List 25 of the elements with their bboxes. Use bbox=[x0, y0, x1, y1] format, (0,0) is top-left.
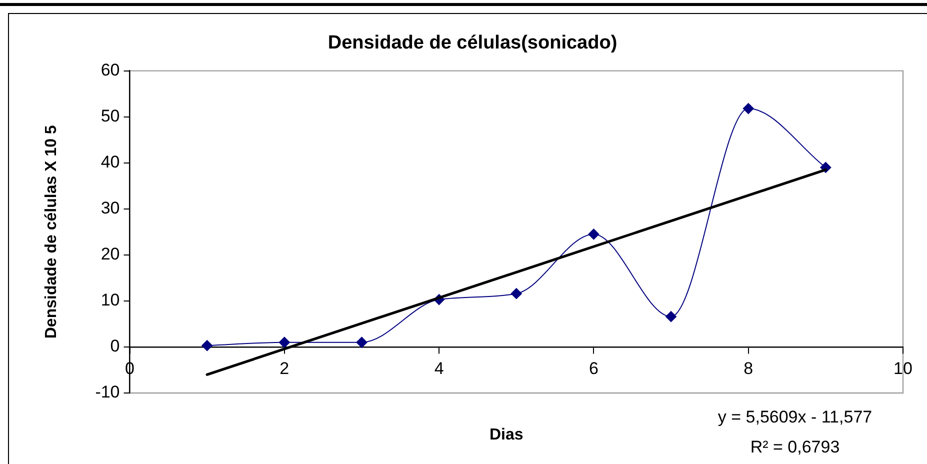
text: y = 5,5609x - 11,577 bbox=[718, 408, 872, 427]
point bbox=[666, 311, 677, 322]
point bbox=[202, 340, 213, 352]
y-tick-label: -10 bbox=[95, 382, 120, 402]
point bbox=[356, 336, 368, 348]
x-tick-label: 6 bbox=[588, 358, 598, 378]
point bbox=[510, 288, 522, 300]
y-tick-label: 0 bbox=[110, 336, 120, 356]
point bbox=[742, 103, 754, 114]
y-tick-label: 50 bbox=[100, 106, 120, 126]
y-axis-title: Densidade de células X 10 5 bbox=[43, 125, 60, 339]
text: R² = 0,6793 bbox=[750, 438, 840, 457]
x-tick-label: 4 bbox=[434, 358, 444, 378]
point bbox=[588, 228, 600, 240]
x-axis-title: Dias bbox=[489, 426, 524, 444]
x-tick-label: 10 bbox=[894, 358, 912, 378]
y-tick-label: 60 bbox=[100, 60, 120, 80]
y-tick-label: 20 bbox=[100, 244, 120, 264]
point bbox=[278, 336, 290, 348]
x-tick-label: 8 bbox=[744, 358, 754, 378]
x-tick-label: 2 bbox=[280, 358, 290, 378]
y-tick-label: 40 bbox=[100, 152, 120, 172]
y-tick-label: 10 bbox=[100, 290, 120, 310]
chart-title: Densidade de células(sonicado) bbox=[328, 32, 618, 54]
y-tick-label: 30 bbox=[100, 198, 120, 218]
